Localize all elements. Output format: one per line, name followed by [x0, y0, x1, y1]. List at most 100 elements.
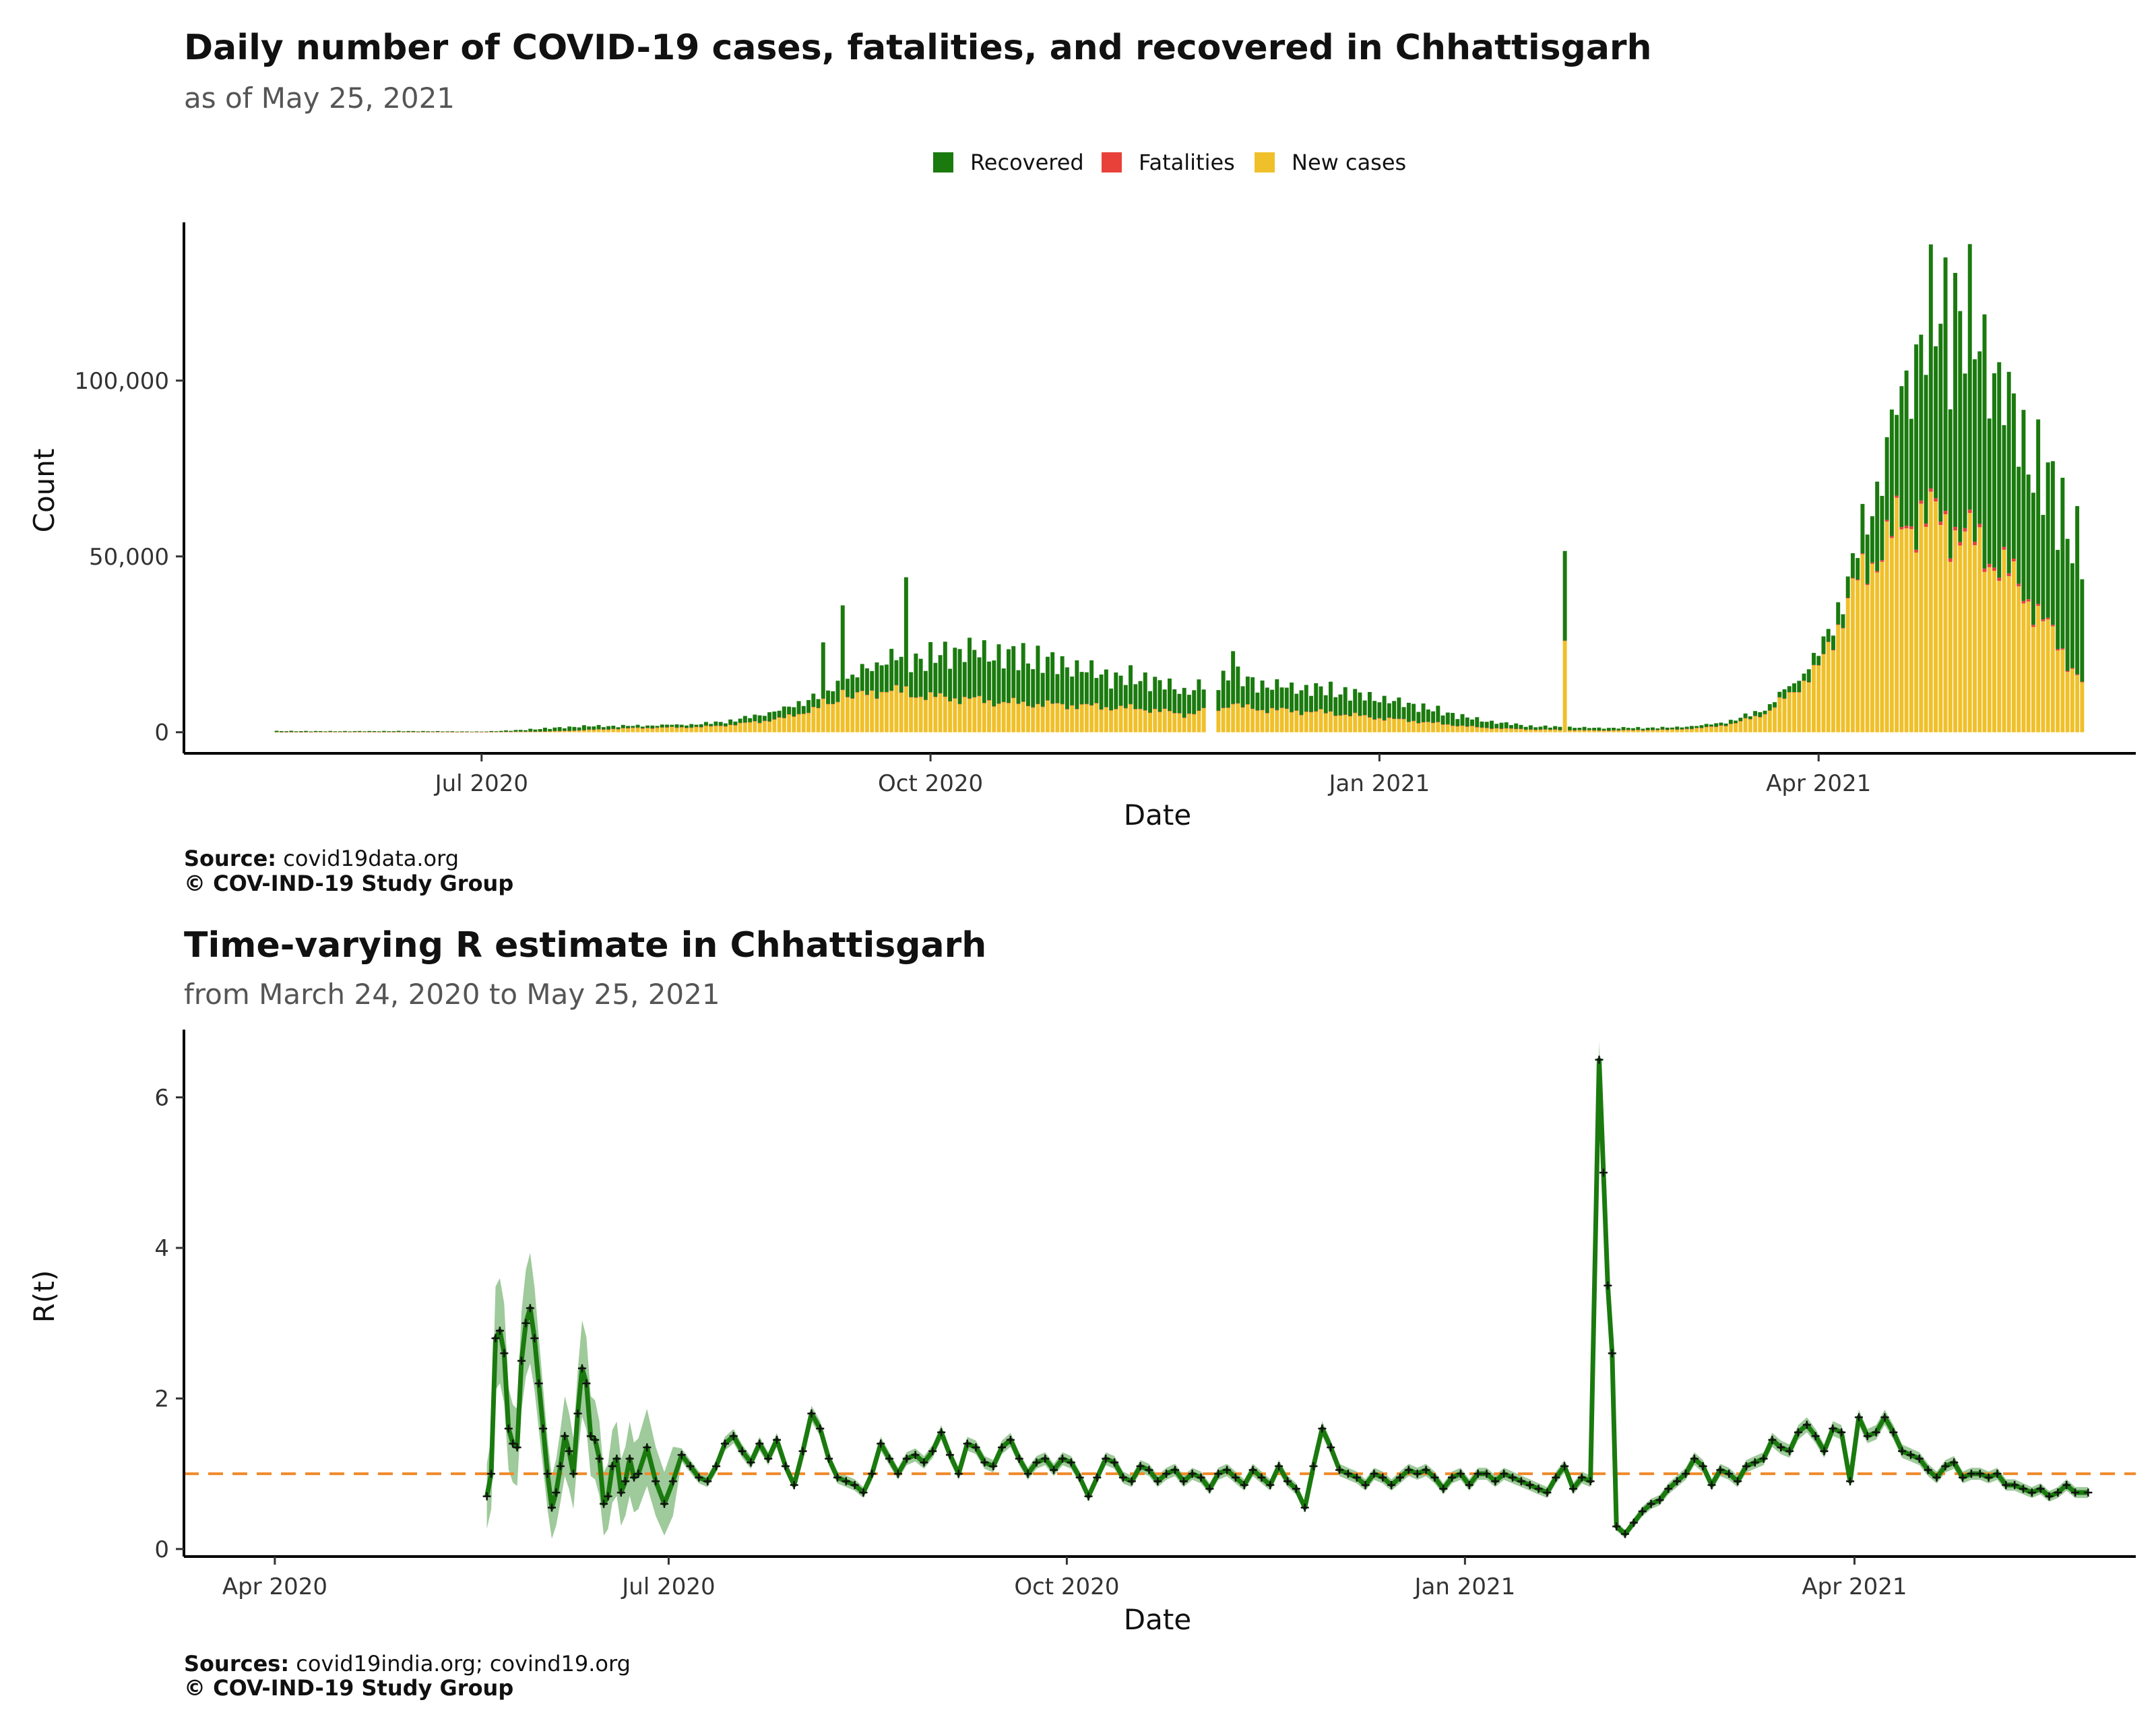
bar-fatalities [572, 730, 577, 731]
rt-chart-title: Time-varying R estimate in Chhattisgarh [184, 925, 986, 966]
bar-new-cases [1436, 722, 1440, 732]
legend-label-new-cases: New cases [1292, 150, 1406, 175]
bar-new-cases [1114, 709, 1118, 732]
bar-fatalities [1343, 714, 1348, 715]
rt-point [513, 1443, 521, 1452]
rt-point [2002, 1480, 2010, 1489]
rt-point [1716, 1466, 1725, 1474]
bar-recovered [1558, 726, 1562, 730]
bar-fatalities [1129, 703, 1133, 705]
rt-point [842, 1477, 850, 1486]
bar-new-cases [2036, 606, 2041, 732]
bar-new-cases [860, 691, 864, 732]
bar-recovered [2060, 477, 2065, 649]
rt-point [1595, 1055, 1604, 1064]
bar-recovered [1138, 681, 1143, 709]
bar-new-cases [1372, 719, 1377, 732]
bar-new-cases [1470, 726, 1474, 732]
bar-fatalities [1133, 709, 1138, 710]
rt-point [712, 1462, 721, 1470]
bar-new-cases [1294, 710, 1299, 732]
rt-chart-subtitle: from March 24, 2020 to May 25, 2021 [184, 978, 720, 1011]
bar-fatalities [1963, 528, 1967, 532]
bar-new-cases [1333, 716, 1338, 732]
bar-new-cases [616, 729, 621, 732]
bar-new-cases [850, 698, 855, 732]
bar-recovered [1992, 373, 1996, 568]
bar-fatalities [665, 727, 669, 728]
bar-recovered [1699, 725, 1704, 728]
rt-point [877, 1439, 885, 1448]
bar-recovered [338, 731, 342, 732]
rt-point [1664, 1484, 1673, 1493]
bar-recovered [567, 726, 572, 731]
bar-fatalities [903, 686, 908, 687]
bar-new-cases [1284, 708, 1289, 732]
rt-point [954, 1470, 963, 1478]
bar-recovered [459, 731, 464, 732]
bar-recovered [821, 642, 825, 699]
bar-recovered [1797, 681, 1802, 693]
rt-point [1327, 1443, 1335, 1452]
bar-recovered [1451, 713, 1455, 726]
bar-new-cases [1016, 703, 1021, 732]
rt-point [495, 1326, 504, 1335]
bar-recovered [1084, 672, 1089, 704]
rt-point [1058, 1454, 1067, 1463]
rt-point [1734, 1477, 1742, 1486]
bar-new-cases [762, 720, 767, 732]
bar-fatalities [1431, 722, 1436, 724]
bar-new-cases [1323, 713, 1328, 732]
bar-recovered [1367, 691, 1372, 718]
bar-fatalities [1919, 500, 1924, 504]
rt-point [625, 1454, 634, 1463]
rt-axes: 0 2 4 6 Apr 2020 Jul 2020 Oct 2020 Jan 2021 Apr … [154, 1030, 2136, 1600]
rt-point [1006, 1435, 1015, 1444]
rt-point [850, 1480, 859, 1489]
bar-recovered [538, 729, 542, 732]
rt-point [945, 1451, 954, 1460]
bar-recovered [524, 730, 528, 732]
rt-point [1681, 1470, 1690, 1478]
bar-recovered [333, 731, 338, 732]
bar-new-cases [1909, 529, 1913, 732]
bar-fatalities [2050, 625, 2055, 627]
bar-fatalities [957, 703, 962, 705]
bar-recovered [660, 724, 664, 728]
bar-recovered [1943, 257, 1948, 511]
bar-recovered [1704, 724, 1709, 727]
bar-recovered [611, 725, 616, 729]
rt-point [1378, 1473, 1387, 1482]
bar-fatalities [1397, 718, 1401, 720]
bar-new-cases [1094, 703, 1099, 732]
bar-fatalities [1714, 726, 1719, 727]
bar-new-cases [884, 692, 889, 732]
bar-recovered [1606, 728, 1611, 731]
bar-recovered [294, 731, 298, 732]
bar-new-cases [1880, 561, 1884, 732]
bar-fatalities [1758, 717, 1763, 718]
bar-fatalities [1084, 703, 1089, 705]
bar-new-cases [972, 697, 977, 732]
bar-recovered [1065, 667, 1069, 710]
bar-recovered [1114, 672, 1118, 710]
bar-fatalities [914, 697, 918, 698]
bar-recovered [782, 706, 786, 718]
bar-fatalities [1465, 726, 1469, 727]
bar-recovered [1279, 687, 1284, 708]
bar-new-cases [2056, 650, 2060, 732]
bar-recovered [1665, 727, 1670, 730]
rt-point [1023, 1470, 1032, 1478]
bar-fatalities [1748, 719, 1752, 720]
bar-recovered [1040, 672, 1045, 707]
bar-recovered [1836, 602, 1841, 625]
bar-recovered [772, 711, 777, 720]
bar-new-cases [2026, 601, 2031, 732]
bar-new-cases [626, 728, 631, 732]
bar-new-cases [1533, 730, 1538, 732]
bar-recovered [450, 731, 455, 732]
bar-recovered [2036, 419, 2041, 604]
bar-new-cases [933, 697, 938, 732]
rt-point [1638, 1507, 1647, 1515]
bar-recovered [1460, 714, 1465, 726]
